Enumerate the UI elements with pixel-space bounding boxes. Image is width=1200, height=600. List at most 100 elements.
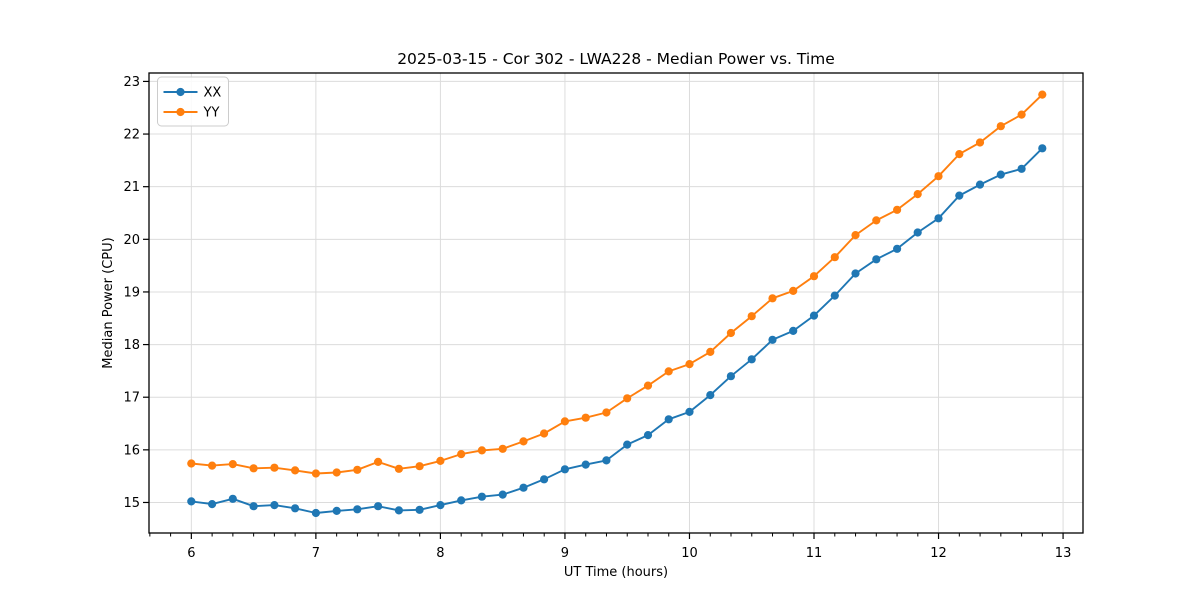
- series-yy-point: [955, 150, 964, 159]
- y-tick-label: 23: [123, 75, 140, 90]
- y-tick-label: 21: [123, 180, 140, 195]
- series-xx-point: [291, 504, 300, 513]
- series-yy-point: [789, 286, 798, 295]
- series-yy-point: [1017, 110, 1026, 119]
- series-xx-point: [270, 501, 279, 510]
- plot-frame: [148, 72, 1084, 534]
- x-tick-label: 13: [1055, 546, 1072, 561]
- series-xx-point: [228, 494, 237, 503]
- series-xx-point: [581, 460, 590, 469]
- series-yy-point: [560, 417, 570, 426]
- series-xx-point: [747, 355, 756, 364]
- series-yy-point: [291, 466, 300, 475]
- series-xx-point: [643, 431, 653, 440]
- series-yy-point: [353, 465, 362, 474]
- y-axis-label: Median Power (CPU): [101, 237, 116, 368]
- series-yy-point: [540, 429, 549, 438]
- y-tick-label: 22: [123, 128, 140, 143]
- series-yy-point: [623, 394, 632, 403]
- series-xx-point: [975, 180, 985, 189]
- grid-lines: [149, 73, 1083, 533]
- axes: 6 7 8 9 10 11 12 13 15 16 17 18 19 20 21 22 23: [123, 72, 1084, 561]
- x-tick-label: 12: [930, 546, 947, 561]
- series-yy-point: [706, 347, 715, 356]
- y-tick-label: 19: [123, 285, 140, 300]
- series-xx-point: [996, 170, 1005, 179]
- series-xx-point: [436, 501, 445, 510]
- series-xx-point: [1038, 144, 1047, 153]
- series-yy-point: [996, 122, 1005, 131]
- series-yy-point: [893, 205, 902, 214]
- series-xx-point: [311, 508, 320, 518]
- series-xx-point: [955, 191, 964, 200]
- series-yy-point: [187, 459, 196, 468]
- series-yy-point: [228, 460, 237, 469]
- series-yy-point: [374, 457, 383, 466]
- legend-marker-swatch: [176, 87, 185, 97]
- legend: XX YY: [157, 76, 229, 127]
- series-xx-point: [498, 490, 507, 499]
- series-xx-point: [353, 505, 362, 514]
- x-tick-label: 10: [681, 546, 698, 561]
- y-tick-label: 17: [123, 391, 140, 406]
- y-tick-label: 20: [123, 233, 140, 248]
- series-yy-point: [747, 312, 756, 321]
- series-xx-point: [706, 391, 715, 400]
- x-tick-label: 7: [312, 546, 320, 561]
- series-xx-point: [664, 415, 673, 424]
- series-xx-point: [726, 372, 736, 381]
- legend-entry-yy: YY: [163, 106, 220, 121]
- series-yy-point: [872, 216, 881, 225]
- series-yy-point: [685, 360, 694, 369]
- legend-label: YY: [203, 106, 220, 121]
- series-yy-point: [975, 138, 985, 147]
- series-yy-point: [457, 450, 466, 459]
- legend-box: [157, 76, 229, 127]
- series-xx-point: [685, 407, 694, 416]
- series-xx-point: [415, 505, 424, 514]
- series-yy-point: [830, 253, 839, 262]
- series-yy-point: [851, 231, 860, 240]
- series-yy-point: [726, 328, 736, 338]
- series-yy-point: [643, 381, 653, 390]
- series-yy-point: [477, 446, 486, 455]
- data-series: [187, 90, 1047, 518]
- series-yy-point: [249, 464, 258, 473]
- chart-title: 2025-03-15 - Cor 302 - LWA228 - Median P…: [397, 50, 835, 68]
- series-yy-point: [1038, 90, 1047, 99]
- series-yy-point: [394, 464, 403, 473]
- series-xx-point: [789, 326, 798, 335]
- series-xx-point: [249, 502, 258, 511]
- series-yy-point: [664, 367, 673, 376]
- series-yy-point: [332, 468, 341, 477]
- series-yy-point: [436, 456, 445, 465]
- series-yy-point: [581, 413, 590, 422]
- series-yy-point: [768, 294, 777, 303]
- series-xx-point: [830, 291, 839, 300]
- series-xx-point: [208, 500, 217, 509]
- series-yy-point: [602, 408, 611, 417]
- series-yy-point: [809, 272, 819, 281]
- series-xx-point: [602, 456, 611, 465]
- series-yy-point: [519, 437, 528, 446]
- x-tick-label: 6: [187, 546, 195, 561]
- series-yy-point: [913, 190, 922, 199]
- x-axis-label: UT Time (hours): [564, 565, 668, 580]
- legend-label: XX: [204, 86, 222, 101]
- x-tick-label: 11: [806, 546, 823, 561]
- series-xx-point: [374, 502, 383, 511]
- series-xx-point: [893, 244, 902, 253]
- series-xx-point: [934, 214, 943, 223]
- series-yy-line: [191, 93, 1043, 475]
- series-xx-point: [477, 492, 486, 501]
- series-xx-point: [768, 335, 777, 344]
- series-xx-point: [1017, 164, 1026, 173]
- legend-entry-xx: XX: [163, 86, 222, 101]
- series-xx-point: [809, 311, 819, 320]
- y-tick-label: 16: [123, 443, 140, 458]
- x-tick-label: 8: [436, 546, 444, 561]
- series-yy-point: [270, 463, 279, 472]
- series-xx-point: [394, 506, 403, 515]
